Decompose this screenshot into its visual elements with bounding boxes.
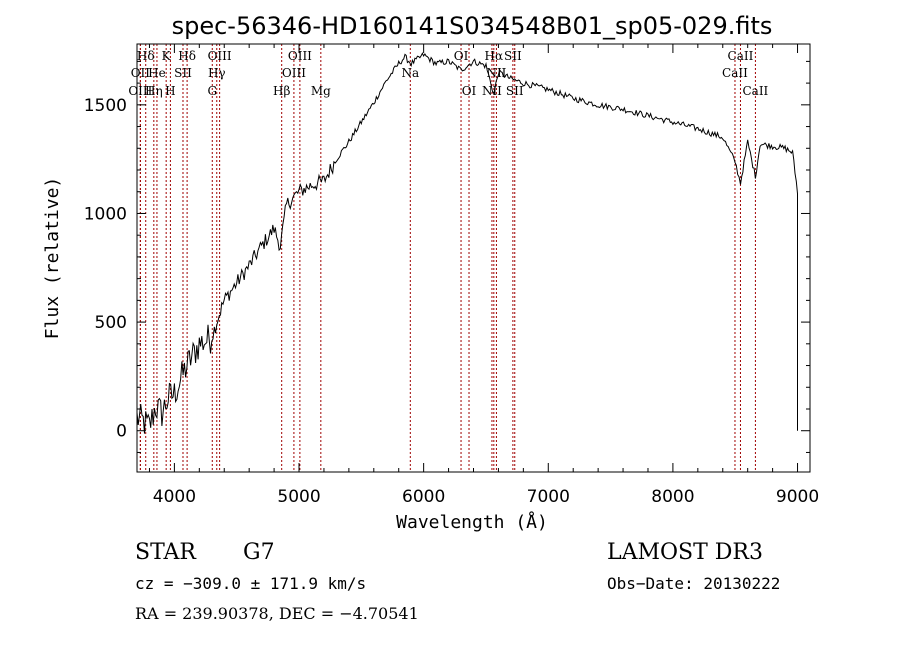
- line-marker-label-14: OIII: [282, 66, 306, 80]
- survey-name: LAMOST DR3: [607, 540, 763, 565]
- line-marker-label-25: CaII: [722, 66, 748, 80]
- x-tick-label-4000: 4000: [153, 487, 196, 507]
- line-marker-label-0: Hδ: [137, 49, 155, 63]
- y-tick-label-1000: 1000: [84, 204, 127, 224]
- x-tick-label-6000: 6000: [402, 487, 445, 507]
- x-axis: 4000 5000 6000 7000 8000 9000: [148, 44, 819, 507]
- line-marker-label-2: OIII: [128, 84, 152, 98]
- line-marker-label-12: Hβ: [273, 84, 290, 98]
- line-marker-label-20: SII: [504, 49, 522, 63]
- line-marker-label-6: SII: [174, 66, 192, 80]
- line-marker-label-3: He: [148, 66, 166, 80]
- x-tick-label-5000: 5000: [277, 487, 320, 507]
- object-subclass: G7: [243, 540, 275, 565]
- line-marker-label-19: Hα: [485, 49, 504, 63]
- object-class: STAR: [135, 540, 196, 565]
- line-marker-label-4: Hη: [145, 84, 163, 98]
- line-marker-label-7: H: [165, 84, 175, 98]
- y-tick-label-500: 500: [95, 313, 127, 333]
- y-tick-label-1500: 1500: [84, 96, 127, 116]
- coordinates: RA = 239.90378, DEC = −4.70541: [135, 604, 419, 623]
- chart-title: spec-56346-HD160141S034548B01_sp05-029.f…: [172, 12, 773, 40]
- line-marker-label-16: Na: [401, 66, 419, 80]
- x-tick-label-7000: 7000: [527, 487, 570, 507]
- line-marker-label-1: OII: [131, 66, 151, 80]
- line-marker-label-9: OIII: [208, 49, 232, 63]
- spectrum-line: [136, 52, 798, 434]
- redshift-cz: cz = −309.0 ± 171.9 km/s: [135, 574, 367, 593]
- line-marker-label-5: K: [162, 49, 172, 63]
- line-marker-label-10: Hγ: [208, 66, 226, 80]
- line-marker-label-8: Hδ: [178, 49, 196, 63]
- observation-date: Obs−Date: 20130222: [607, 574, 781, 593]
- y-axis: 0 500 1000 1500: [84, 60, 810, 453]
- y-tick-label-0: 0: [116, 422, 127, 442]
- y-axis-label: Flux (relative): [42, 177, 63, 340]
- line-marker-label-11: G: [207, 84, 217, 98]
- line-marker-label-13: OIII: [288, 49, 312, 63]
- line-marker-label-23: SII: [506, 84, 524, 98]
- line-markers: [139, 44, 756, 472]
- x-axis-label: Wavelength (Å): [396, 511, 548, 533]
- line-marker-label-26: CaII: [742, 84, 768, 98]
- line-marker-label-15: Mg: [311, 84, 331, 98]
- line-marker-label-24: CaII: [728, 49, 754, 63]
- line-marker-label-17: OI: [454, 49, 469, 63]
- x-tick-label-9000: 9000: [776, 487, 819, 507]
- line-marker-label-18: OI: [462, 84, 477, 98]
- x-tick-label-8000: 8000: [651, 487, 694, 507]
- line-marker-label-21: NII: [486, 66, 506, 80]
- plot-frame: [136, 43, 811, 473]
